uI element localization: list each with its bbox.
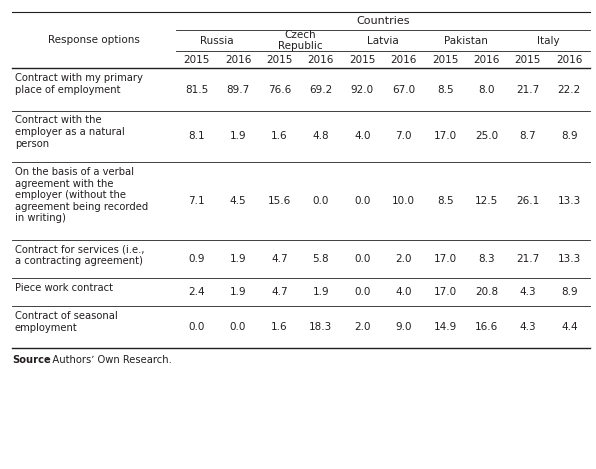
Text: 0.0: 0.0: [354, 254, 370, 264]
Text: 4.8: 4.8: [312, 131, 329, 142]
Text: 1.6: 1.6: [271, 131, 288, 142]
Text: 69.2: 69.2: [309, 84, 333, 95]
Text: 81.5: 81.5: [185, 84, 208, 95]
Text: 17.0: 17.0: [433, 254, 457, 264]
Text: 2016: 2016: [390, 54, 417, 65]
Text: 10.0: 10.0: [392, 196, 415, 206]
Text: 0.9: 0.9: [188, 254, 205, 264]
Text: 4.0: 4.0: [395, 287, 412, 297]
Text: 20.8: 20.8: [475, 287, 498, 297]
Text: Contract with the
employer as a natural
person: Contract with the employer as a natural …: [15, 115, 125, 149]
Text: Piece work contract: Piece work contract: [15, 283, 113, 293]
Text: 8.5: 8.5: [437, 196, 454, 206]
Text: 8.9: 8.9: [561, 131, 578, 142]
Text: 4.3: 4.3: [520, 322, 536, 333]
Text: Italy: Italy: [538, 36, 560, 45]
Text: 8.1: 8.1: [188, 131, 205, 142]
Text: Contract for services (i.e.,
a contracting agreement): Contract for services (i.e., a contracti…: [15, 244, 144, 266]
Text: 17.0: 17.0: [433, 287, 457, 297]
Text: 8.5: 8.5: [437, 84, 454, 95]
Text: 0.0: 0.0: [354, 196, 370, 206]
Text: 4.7: 4.7: [271, 287, 288, 297]
Text: 9.0: 9.0: [395, 322, 412, 333]
Text: 5.8: 5.8: [312, 254, 329, 264]
Text: 2016: 2016: [556, 54, 582, 65]
Text: 1.9: 1.9: [229, 131, 246, 142]
Text: 1.9: 1.9: [312, 287, 329, 297]
Text: 17.0: 17.0: [433, 131, 457, 142]
Text: 12.5: 12.5: [475, 196, 498, 206]
Text: 21.7: 21.7: [516, 254, 539, 264]
Text: : Authorsʼ Own Research.: : Authorsʼ Own Research.: [46, 355, 172, 365]
Text: 8.3: 8.3: [478, 254, 495, 264]
Text: 14.9: 14.9: [433, 322, 457, 333]
Text: 8.9: 8.9: [561, 287, 578, 297]
Text: Contract of seasonal
employment: Contract of seasonal employment: [15, 311, 117, 333]
Text: 1.6: 1.6: [271, 322, 288, 333]
Text: 1.9: 1.9: [229, 287, 246, 297]
Text: 0.0: 0.0: [188, 322, 204, 333]
Text: 13.3: 13.3: [558, 254, 581, 264]
Text: 2015: 2015: [349, 54, 375, 65]
Text: Czech
Republic: Czech Republic: [278, 30, 322, 52]
Text: Russia: Russia: [200, 36, 234, 45]
Text: 8.7: 8.7: [520, 131, 536, 142]
Text: 2016: 2016: [308, 54, 334, 65]
Text: 2015: 2015: [432, 54, 458, 65]
Text: 0.0: 0.0: [313, 196, 329, 206]
Text: 25.0: 25.0: [475, 131, 498, 142]
Text: 4.0: 4.0: [354, 131, 371, 142]
Text: 0.0: 0.0: [354, 287, 370, 297]
Text: Pakistan: Pakistan: [444, 36, 488, 45]
Text: Source: Source: [12, 355, 51, 365]
Text: 26.1: 26.1: [516, 196, 539, 206]
Text: On the basis of a verbal
agreement with the
employer (without the
agreement bein: On the basis of a verbal agreement with …: [15, 167, 148, 223]
Text: Latvia: Latvia: [367, 36, 399, 45]
Text: Contract with my primary
place of employment: Contract with my primary place of employ…: [15, 73, 143, 95]
Text: 76.6: 76.6: [268, 84, 291, 95]
Text: 2015: 2015: [515, 54, 541, 65]
Text: 2.0: 2.0: [354, 322, 371, 333]
Text: 7.1: 7.1: [188, 196, 205, 206]
Text: Response options: Response options: [48, 35, 140, 45]
Text: 15.6: 15.6: [268, 196, 291, 206]
Text: 1.9: 1.9: [229, 254, 246, 264]
Text: 89.7: 89.7: [226, 84, 250, 95]
Text: 4.5: 4.5: [229, 196, 246, 206]
Text: 0.0: 0.0: [230, 322, 246, 333]
Text: 13.3: 13.3: [558, 196, 581, 206]
Text: 4.3: 4.3: [520, 287, 536, 297]
Text: 16.6: 16.6: [475, 322, 498, 333]
Text: 2.0: 2.0: [395, 254, 412, 264]
Text: 2015: 2015: [266, 54, 293, 65]
Text: 2.4: 2.4: [188, 287, 205, 297]
Text: 21.7: 21.7: [516, 84, 539, 95]
Text: 18.3: 18.3: [309, 322, 333, 333]
Text: 22.2: 22.2: [558, 84, 581, 95]
Text: 7.0: 7.0: [395, 131, 412, 142]
Text: 8.0: 8.0: [478, 84, 495, 95]
Text: 67.0: 67.0: [392, 84, 415, 95]
Text: Countries: Countries: [356, 16, 409, 26]
Text: 2015: 2015: [184, 54, 210, 65]
Text: 2016: 2016: [225, 54, 251, 65]
Text: 2016: 2016: [473, 54, 499, 65]
Text: 92.0: 92.0: [350, 84, 374, 95]
Text: 4.7: 4.7: [271, 254, 288, 264]
Text: 4.4: 4.4: [561, 322, 578, 333]
